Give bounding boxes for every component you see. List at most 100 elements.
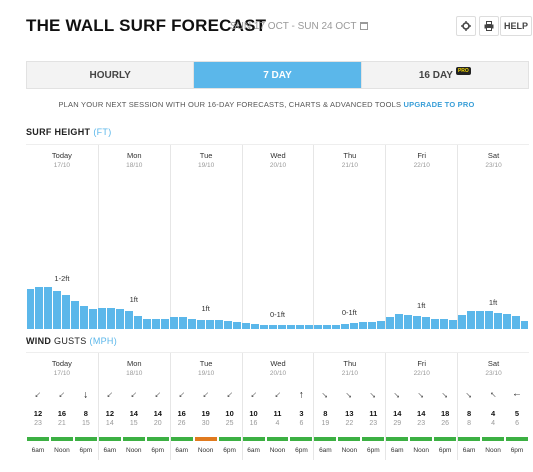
surf-bar[interactable] [80, 305, 89, 329]
wind-rating-bar [482, 437, 505, 441]
surf-bar[interactable] [322, 325, 331, 329]
surf-bar[interactable] [511, 315, 520, 329]
surf-bar[interactable] [44, 287, 53, 329]
surf-bar[interactable] [107, 308, 116, 329]
wind-gust: 4 [275, 420, 280, 427]
wind-rating-bar [74, 437, 97, 441]
surf-bar[interactable] [242, 323, 251, 329]
settings-button[interactable] [456, 16, 476, 36]
time-of-day-label: Noon [413, 447, 429, 454]
surf-bar[interactable] [349, 323, 358, 329]
wind-rating-bar [362, 437, 385, 441]
surf-bar[interactable] [385, 317, 394, 329]
surf-bar[interactable] [493, 312, 502, 329]
surf-bar[interactable] [143, 318, 152, 329]
surf-bar[interactable] [125, 311, 134, 329]
upgrade-link[interactable]: UPGRADE TO PRO [403, 100, 475, 109]
surf-bar[interactable] [98, 308, 107, 329]
tab-hourly[interactable]: HOURLY [27, 62, 195, 88]
wind-speed: 12 [33, 409, 43, 418]
surf-bar[interactable] [224, 320, 233, 329]
surf-bar[interactable] [35, 287, 44, 329]
time-of-day-label: 6pm [510, 447, 524, 454]
surf-bar[interactable] [520, 320, 529, 329]
day-column: Fri 22/10 [385, 353, 457, 460]
wind-gust: 23 [417, 420, 426, 427]
surf-bar[interactable] [304, 325, 313, 329]
surf-bar[interactable] [502, 314, 511, 329]
surf-bar[interactable] [251, 324, 260, 329]
surf-bar[interactable] [206, 319, 215, 329]
surf-bar[interactable] [295, 325, 304, 329]
surf-bar[interactable] [466, 311, 475, 329]
tab-7-day[interactable]: 7 DAY [194, 62, 362, 88]
day-name: Sat [487, 151, 500, 160]
wind-gust: 29 [393, 420, 402, 427]
surf-bar[interactable] [421, 317, 430, 329]
surf-bar[interactable] [457, 315, 466, 329]
surf-bar[interactable] [62, 295, 71, 329]
surf-bar[interactable] [260, 325, 268, 329]
day-date: 18/10 [126, 162, 143, 169]
time-of-day-label: 6pm [151, 447, 165, 454]
wind-rating-bar [27, 437, 49, 441]
surf-bar[interactable] [134, 315, 143, 329]
surf-bar[interactable] [170, 317, 179, 329]
surf-bar[interactable] [367, 322, 376, 329]
date-range[interactable]: SUN 17 OCT - SUN 24 OCT [230, 21, 368, 32]
surf-bar[interactable] [358, 322, 367, 329]
surf-bar[interactable] [197, 319, 206, 329]
surf-bar[interactable] [278, 325, 286, 329]
surf-bar[interactable] [484, 311, 493, 329]
surf-bar[interactable] [412, 315, 421, 329]
surf-bar[interactable] [188, 318, 197, 329]
time-of-day-label: Noon [485, 447, 501, 454]
day-date: 17/10 [53, 162, 71, 169]
time-of-day-label: 6am [462, 447, 476, 454]
calendar-icon[interactable] [359, 22, 368, 30]
wind-speed: 19 [201, 409, 210, 418]
surf-bar[interactable] [331, 325, 340, 329]
surf-bar[interactable] [286, 325, 295, 329]
surf-bar[interactable] [439, 318, 448, 329]
surf-bar[interactable] [340, 324, 349, 329]
time-of-day-label: 6pm [295, 447, 308, 454]
surf-bar[interactable] [116, 309, 125, 329]
wind-gust: 21 [58, 420, 66, 427]
wind-unit-toggle[interactable]: (MPH) [89, 336, 118, 346]
surf-bar[interactable] [89, 309, 98, 329]
page-title: THE WALL SURF FORECAST [26, 16, 267, 35]
surf-bar[interactable] [71, 301, 80, 329]
surf-bar[interactable] [448, 319, 457, 329]
surf-bar[interactable] [26, 289, 35, 329]
surf-bar[interactable] [403, 315, 412, 329]
surf-bar[interactable] [269, 325, 277, 329]
help-button[interactable]: HELP [500, 16, 532, 36]
tab-16-day[interactable]: 16 DAY PRO [362, 62, 528, 88]
wind-gust: 8 [467, 420, 472, 427]
surf-bar[interactable] [475, 311, 484, 329]
surf-bar[interactable] [430, 318, 439, 329]
surf-bar[interactable] [152, 318, 161, 329]
surf-bar[interactable] [179, 317, 188, 329]
wind-rating-bar [266, 437, 289, 441]
surf-bar[interactable] [376, 320, 385, 329]
wind-speed: 3 [299, 409, 304, 418]
day-date: 17/10 [53, 370, 71, 377]
wind-speed: 5 [514, 409, 520, 418]
surf-bar[interactable] [215, 319, 224, 329]
wind-direction-arrow-icon: → [80, 390, 92, 400]
day-name: Tue [199, 151, 213, 160]
wind-heading: WIND GUSTS (MPH) [26, 336, 117, 346]
surf-unit-toggle[interactable]: (FT) [93, 127, 112, 137]
surf-bar[interactable] [53, 290, 62, 329]
surf-bar[interactable] [233, 322, 242, 329]
time-of-day-label: Noon [197, 447, 214, 454]
print-button[interactable] [479, 16, 499, 36]
date-range-text: SUN 17 OCT - SUN 24 OCT [230, 21, 357, 32]
time-of-day-label: 6pm [223, 447, 236, 454]
surf-bar[interactable] [394, 314, 403, 329]
surf-bar[interactable] [313, 325, 322, 329]
wind-speed: 12 [105, 409, 114, 418]
surf-bar[interactable] [161, 318, 170, 329]
